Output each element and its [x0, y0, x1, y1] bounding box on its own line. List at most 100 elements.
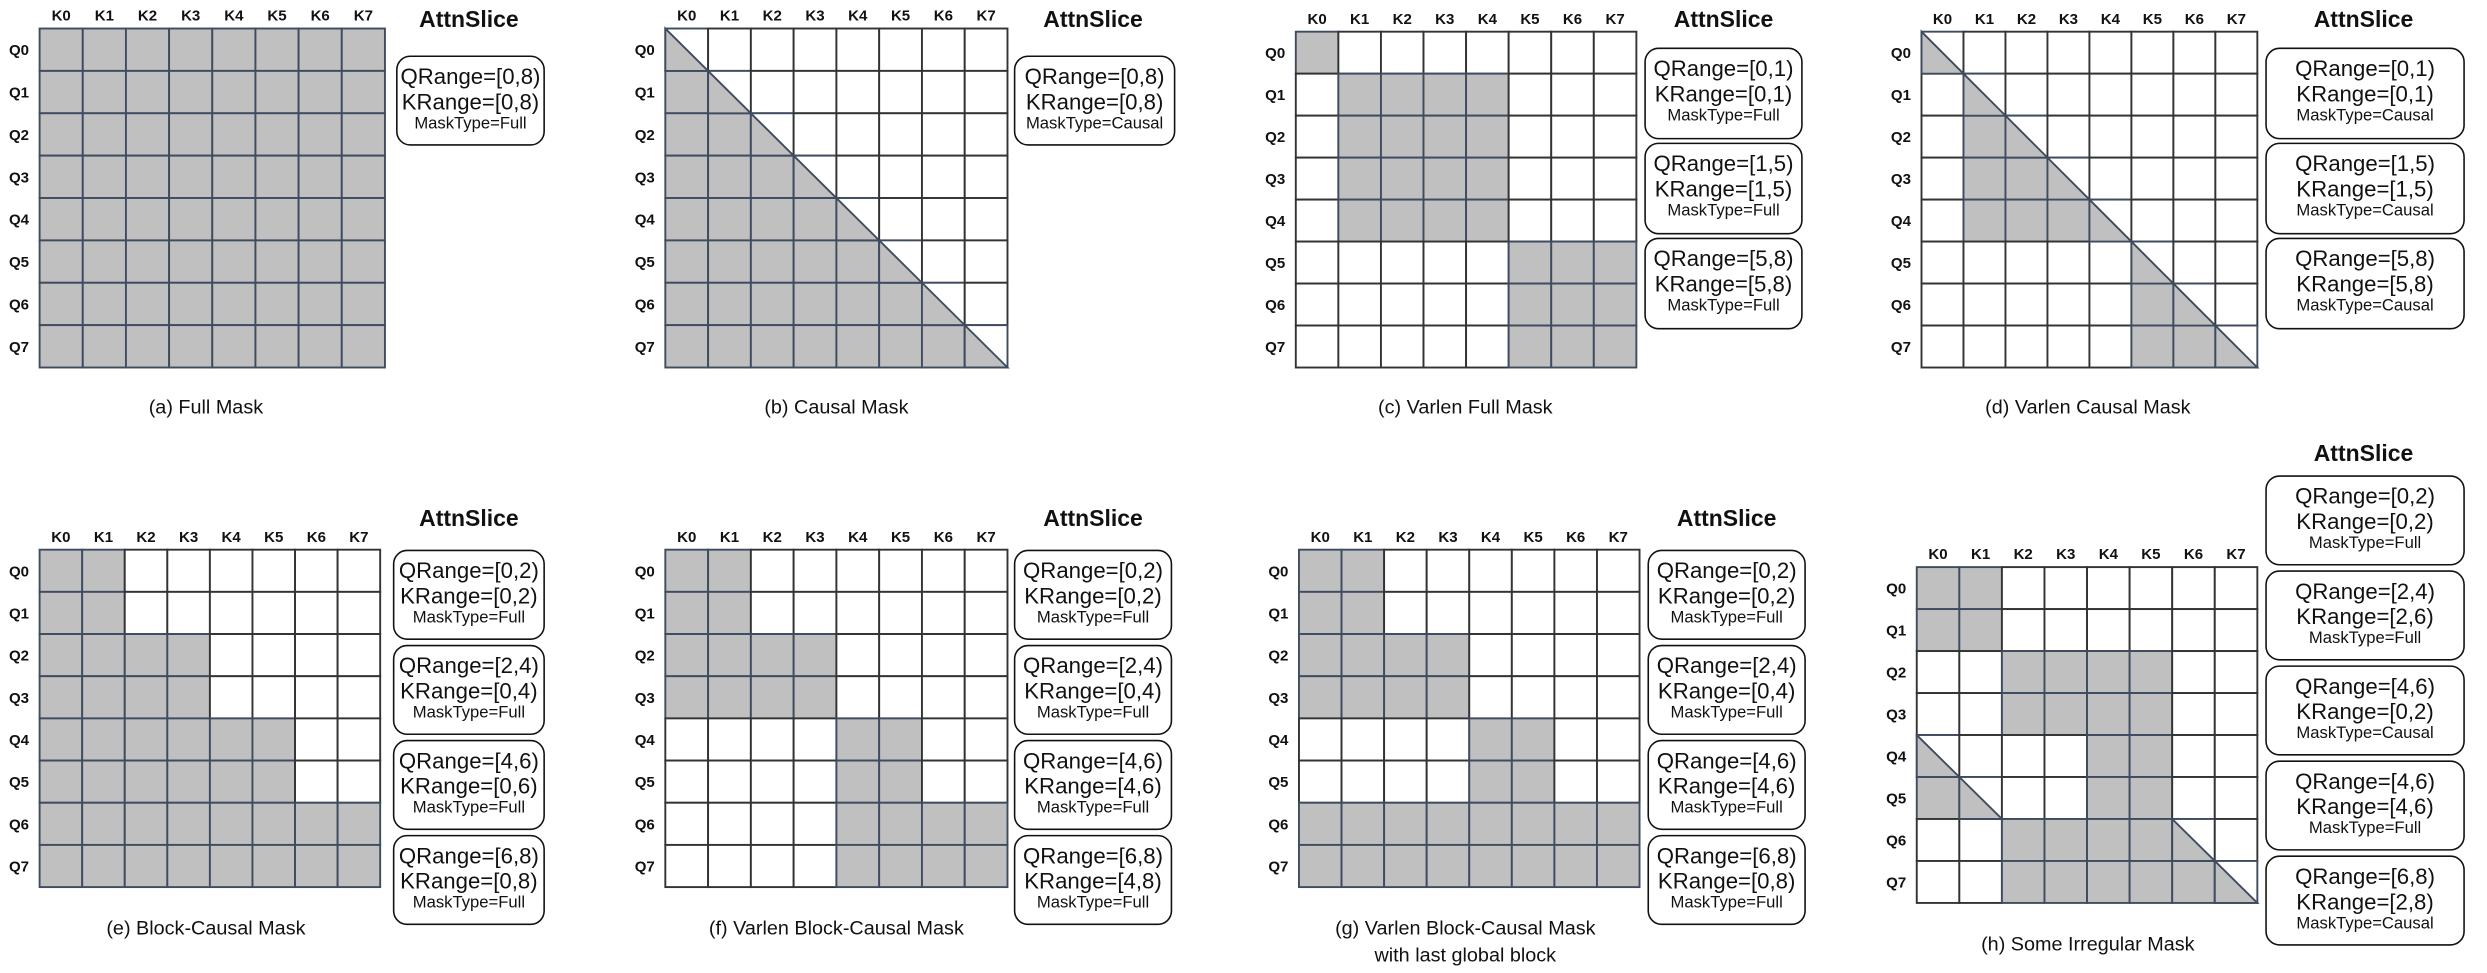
empty-cell: [1468, 633, 1513, 678]
masked-cell: [1422, 72, 1468, 117]
empty-cell: [2130, 30, 2175, 75]
masked-cell: [1298, 801, 1343, 846]
masked-cell: [664, 281, 710, 327]
empty-cell: [2213, 734, 2259, 778]
k-range: KRange=[0,2): [400, 582, 538, 609]
masked-cell: [81, 27, 127, 72]
query-label: Q5: [1891, 255, 1911, 272]
empty-cell: [1915, 860, 1961, 904]
panel-caption: (c) Varlen Full Mask: [1228, 394, 1703, 421]
empty-cell: [1383, 548, 1428, 593]
masked-cell: [664, 633, 710, 678]
attn-slice-box: QRange=[4,6) KRange=[0,6) MaskType=Full: [392, 739, 545, 831]
masked-cell: [1510, 801, 1556, 846]
query-label: Q3: [1891, 171, 1911, 188]
masked-cell: [707, 633, 752, 678]
query-label: Q7: [9, 859, 29, 876]
caption-line: (h) Some Irregular Mask: [1981, 933, 2195, 956]
key-label: K1: [1353, 529, 1372, 546]
masked-cell: [878, 281, 923, 327]
mask-type: MaskType=Full: [1036, 608, 1150, 628]
empty-cell: [251, 590, 296, 635]
query-label: Q0: [9, 42, 29, 59]
empty-cell: [664, 801, 710, 846]
masked-cell: [123, 843, 169, 889]
query-label: Q7: [635, 339, 655, 356]
empty-cell: [1592, 198, 1638, 243]
empty-cell: [792, 590, 838, 635]
masked-cell: [2004, 156, 2049, 201]
empty-cell: [963, 112, 1009, 157]
empty-cell: [1962, 240, 2007, 285]
masked-cell: [1298, 843, 1343, 889]
empty-cell: [920, 548, 966, 593]
masked-cell: [1592, 282, 1638, 327]
empty-cell: [920, 197, 966, 242]
query-label: Q4: [1265, 213, 1286, 230]
attn-slice-title: AttnSlice: [1673, 7, 1774, 34]
masked-cell: [1340, 675, 1386, 720]
masked-cell: [124, 281, 171, 327]
masked-cell: [1422, 114, 1468, 159]
query-label: Q2: [1886, 665, 1906, 682]
masked-cell: [1379, 114, 1425, 159]
attn-slice-title: AttnSlice: [1043, 506, 1143, 533]
empty-cell: [1425, 590, 1471, 635]
empty-cell: [251, 633, 296, 678]
masked-cell: [81, 281, 127, 327]
empty-cell: [1920, 240, 1965, 285]
empty-cell: [294, 590, 339, 635]
key-label: K7: [976, 8, 995, 25]
panel-caption: (h) Some Irregular Mask: [1850, 931, 2325, 958]
masked-cell: [254, 239, 300, 284]
empty-cell: [294, 675, 339, 720]
masked-cell: [749, 675, 795, 720]
masked-cell: [208, 759, 254, 804]
masked-cell: [1510, 717, 1556, 762]
masked-cell: [294, 843, 339, 889]
masked-cell: [166, 843, 211, 889]
k-range: KRange=[4,8): [1024, 868, 1162, 894]
causal-triangle: [2172, 281, 2218, 327]
empty-cell: [208, 548, 254, 593]
masked-cell: [208, 843, 254, 889]
masked-cell: [38, 69, 84, 115]
empty-cell: [2086, 566, 2131, 611]
caption-line: with last global block: [1374, 944, 1557, 967]
key-label: K6: [311, 8, 330, 25]
masked-cell: [2128, 818, 2174, 862]
masked-cell: [1337, 198, 1382, 243]
empty-cell: [2172, 114, 2217, 159]
query-label: Q6: [9, 816, 29, 833]
empty-cell: [208, 590, 254, 635]
k-range: KRange=[5,8): [2296, 270, 2434, 297]
masked-cell: [1550, 282, 1595, 327]
masked-cell: [2000, 818, 2046, 862]
key-label: K3: [805, 8, 824, 25]
key-label: K1: [1350, 11, 1369, 28]
query-label: Q3: [9, 690, 29, 707]
empty-cell: [294, 548, 339, 593]
mask-type: MaskType=Full: [1667, 296, 1780, 316]
panel-caption: (b) Causal Mask: [599, 394, 1074, 421]
empty-cell: [1592, 114, 1638, 159]
key-label: K2: [2017, 11, 2036, 28]
masked-cell: [254, 69, 300, 115]
masked-cell: [835, 324, 881, 369]
empty-cell: [2046, 30, 2091, 75]
empty-cell: [1553, 590, 1598, 635]
k-range: KRange=[0,4): [400, 677, 538, 704]
key-label: K2: [2014, 546, 2033, 563]
empty-cell: [1596, 633, 1641, 678]
query-label: Q1: [1265, 87, 1285, 104]
empty-cell: [792, 717, 838, 762]
masked-cell: [2000, 692, 2046, 736]
empty-cell: [2172, 72, 2217, 117]
key-label: K5: [2141, 546, 2160, 563]
masked-cell: [707, 324, 752, 369]
attn-slice-box: QRange=[4,6) KRange=[0,2) MaskType=Causal: [2265, 665, 2465, 756]
attn-slice-box: QRange=[4,6) KRange=[4,6) MaskType=Full: [2265, 760, 2465, 851]
causal-triangle: [2130, 239, 2176, 285]
query-label: Q6: [635, 296, 655, 313]
empty-cell: [878, 154, 923, 199]
